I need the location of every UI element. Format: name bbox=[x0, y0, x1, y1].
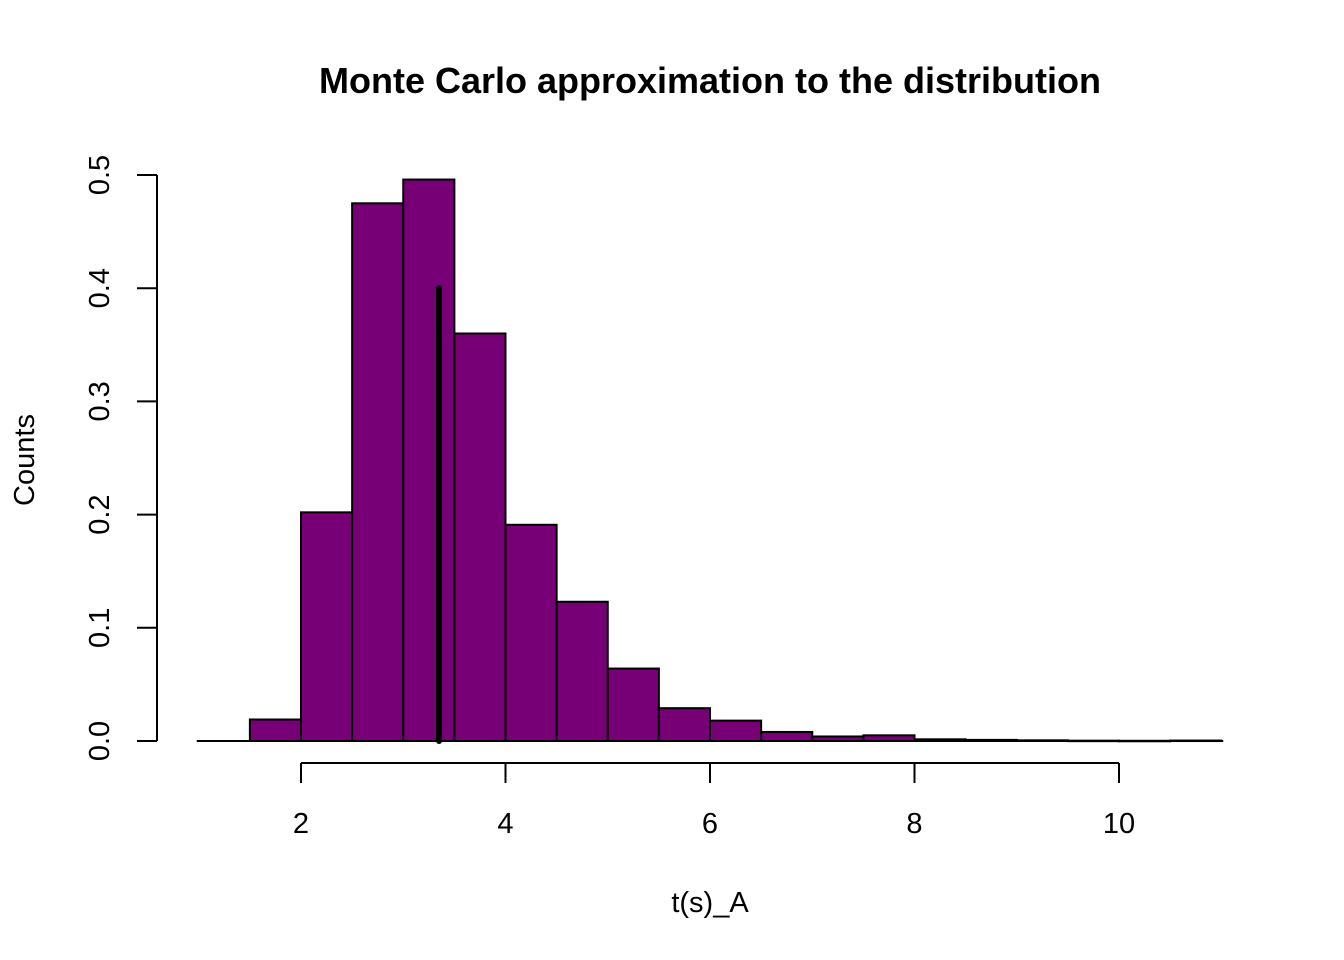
y-tick-label-5: 0.5 bbox=[84, 155, 116, 195]
chart-title: Monte Carlo approximation to the distrib… bbox=[319, 60, 1101, 101]
histogram-bar-11 bbox=[811, 735, 865, 742]
y-tick-label-0: 0.0 bbox=[84, 721, 116, 761]
x-tick-label-2: 6 bbox=[702, 808, 718, 840]
histogram-bar-15 bbox=[1015, 739, 1069, 743]
histogram-bar-17 bbox=[1118, 739, 1172, 743]
histogram-bar-2 bbox=[351, 202, 405, 743]
histogram-bar-6 bbox=[555, 600, 609, 742]
histogram-bar-9 bbox=[709, 719, 763, 743]
histogram-bar-5 bbox=[504, 523, 558, 743]
bars-group bbox=[248, 178, 1223, 743]
histogram-bar-18 bbox=[1169, 739, 1223, 743]
histogram-bar-10 bbox=[760, 730, 814, 742]
x-tick-label-3: 8 bbox=[906, 808, 922, 840]
histogram-bar-7 bbox=[606, 667, 660, 742]
y-axis: 0.0 0.1 0.2 0.3 0.4 0.5 bbox=[84, 155, 158, 761]
histogram-bar-3 bbox=[402, 178, 456, 742]
histogram-bar-0 bbox=[248, 718, 302, 743]
histogram-bar-12 bbox=[862, 734, 916, 743]
histogram-bar-1 bbox=[300, 511, 354, 742]
x-tick-label-0: 2 bbox=[293, 808, 309, 840]
y-tick-label-4: 0.4 bbox=[84, 268, 116, 308]
x-axis-label: t(s)_A bbox=[671, 887, 749, 919]
histogram-bar-8 bbox=[657, 707, 711, 742]
x-axis: 2 4 6 8 10 bbox=[293, 762, 1135, 840]
histogram-bar-13 bbox=[913, 738, 967, 743]
histogram-bar-16 bbox=[1066, 739, 1120, 743]
x-tick-label-4: 10 bbox=[1103, 808, 1135, 840]
y-tick-label-2: 0.2 bbox=[84, 494, 116, 534]
y-tick-label-1: 0.1 bbox=[84, 608, 116, 648]
histogram-bar-4 bbox=[453, 332, 507, 742]
y-tick-label-3: 0.3 bbox=[84, 381, 116, 421]
x-tick-label-1: 4 bbox=[497, 808, 513, 840]
y-axis-label: Counts bbox=[9, 414, 41, 506]
histogram-bar-14 bbox=[964, 738, 1018, 742]
